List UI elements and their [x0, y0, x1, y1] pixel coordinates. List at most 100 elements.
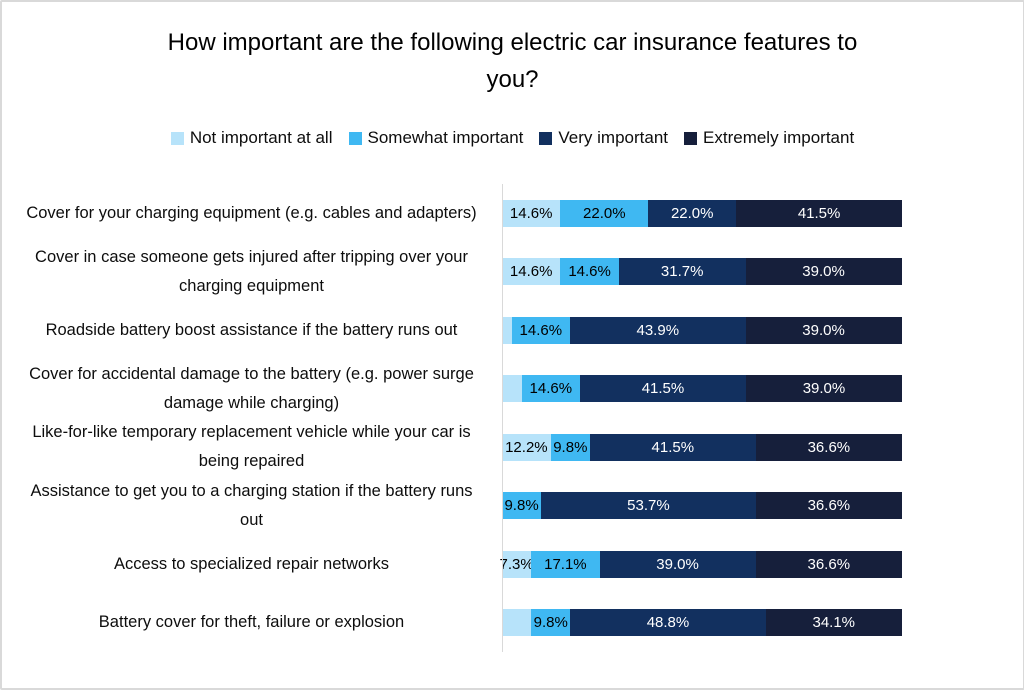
bar-value-label: 9.8% [533, 614, 568, 632]
bar-value-label: 41.5% [641, 380, 685, 398]
bar-segment: 36.6% [755, 433, 902, 461]
bar-segment [502, 375, 522, 403]
bar-value-label: 22.0% [670, 204, 714, 222]
bar-segment: 14.6% [560, 258, 619, 286]
bar-value-label: 41.5% [797, 204, 841, 222]
bar-value-label: 31.7% [660, 263, 704, 281]
bar-value-label: 53.7% [627, 497, 670, 515]
legend-swatch-icon [170, 131, 184, 145]
bar-segment: 39.0% [745, 316, 902, 344]
category-label: Access to specialized repair networks [113, 554, 390, 573]
bar-track: 14.6% 43.9% 39.0% [502, 316, 902, 344]
bar-segment: 31.7% [618, 258, 746, 286]
bar-value-label: 7.3% [499, 555, 534, 573]
category-label: Roadside battery boost assistance if the… [45, 320, 458, 339]
bar-segment: 7.3% [499, 550, 534, 578]
legend-item: Very important [539, 128, 668, 148]
bar-track: 9.8% 53.7% 36.6% [502, 492, 902, 520]
legend-label: Not important at all [189, 128, 333, 147]
plot-area: Cover for your charging equipment (e.g. … [2, 184, 1023, 652]
bar-segment: 36.6% [755, 550, 902, 578]
bar-value-label: 14.6% [529, 380, 573, 398]
bar-segment: 9.8% [550, 433, 590, 461]
category-label: Battery cover for theft, failure or expl… [98, 613, 405, 632]
bar-value-label: 43.9% [636, 321, 680, 339]
bar-value-label: 14.6% [519, 321, 563, 339]
bar-segment: 53.7% [541, 492, 756, 520]
bar-segment: 12.2% [502, 433, 551, 461]
bar-value-label: 36.6% [807, 497, 851, 515]
bar-segment: 14.6% [502, 199, 561, 227]
bar-track: 14.6% 22.0% 22.0% 41.5% [502, 199, 903, 227]
bar-value-label: 41.5% [651, 438, 695, 456]
bar-value-label: 39.0% [802, 321, 845, 339]
bar-segment: 14.6% [521, 375, 580, 403]
bar-segment: 41.5% [589, 433, 756, 461]
bar-value-label: 22.0% [583, 204, 626, 222]
bar-value-label: 14.6% [568, 263, 611, 281]
legend-swatch-icon [539, 131, 553, 145]
chart-row: Access to specialized repair networks 7.3… [2, 535, 1023, 594]
bar-segment: 39.0% [599, 550, 756, 578]
bar-segment: 39.0% [745, 258, 902, 286]
chart-row: Assistance to get you to a charging stat… [2, 477, 1023, 536]
bar-segment: 43.9% [569, 316, 746, 344]
bar-segment: 41.5% [579, 375, 746, 403]
bar-value-label: 9.8% [553, 438, 588, 456]
bar-segment: 22.0% [560, 199, 649, 227]
bar-segment [502, 609, 532, 637]
chart-row: Roadside battery boost assistance if the… [2, 301, 1023, 360]
bar-track: 14.6% 14.6% 31.7% 39.0% [502, 258, 902, 286]
bar-value-label: 34.1% [812, 614, 856, 632]
bar-segment: 36.6% [755, 492, 902, 520]
legend: Not important at all Somewhat important Ve… [2, 128, 1023, 148]
legend-label: Somewhat important [367, 128, 524, 147]
category-label: Cover for your charging equipment (e.g. … [26, 203, 477, 222]
legend-swatch-icon [684, 131, 698, 145]
bar-segment: 39.0% [745, 375, 902, 403]
bar-segment: 14.6% [511, 316, 570, 344]
bar-value-label: 12.2% [505, 438, 548, 456]
bar-segment: 48.8% [570, 609, 766, 637]
legend-swatch-icon [348, 131, 362, 145]
y-axis-line [502, 184, 503, 652]
legend-item: Not important at all [170, 128, 333, 148]
chart-title: How important are the following electric… [167, 29, 858, 93]
bar-value-label: 17.1% [544, 555, 587, 573]
bar-segment: 9.8% [531, 609, 571, 637]
bar-value-label: 14.6% [509, 204, 553, 222]
bar-value-label: 9.8% [504, 497, 539, 515]
bar-segment [502, 316, 512, 344]
category-label: Cover for accidental damage to the batte… [29, 364, 474, 412]
legend-label: Very important [558, 128, 669, 147]
bar-value-label: 39.0% [802, 263, 845, 281]
bar-track: 14.6% 41.5% 39.0% [502, 375, 902, 403]
chart-row: Cover in case someone gets injured after… [2, 243, 1023, 302]
bar-segment: 14.6% [502, 258, 561, 286]
bar-value-label: 39.0% [802, 380, 846, 398]
legend-item: Extremely important [684, 128, 854, 148]
bar-value-label: 39.0% [656, 555, 699, 573]
bar-segment: 22.0% [648, 199, 737, 227]
bar-track: 7.3% 17.1% 39.0% 36.6% [499, 550, 902, 578]
bar-segment: 17.1% [531, 550, 600, 578]
chart-row: Cover for accidental damage to the batte… [2, 360, 1023, 419]
bar-value-label: 36.6% [807, 555, 851, 573]
chart-row: Cover for your charging equipment (e.g. … [2, 184, 1023, 243]
bar-track: 9.8% 48.8% 34.1% [502, 609, 902, 637]
category-label: Cover in case someone gets injured after… [35, 247, 468, 295]
bar-value-label: 14.6% [509, 263, 553, 281]
bar-value-label: 48.8% [646, 614, 690, 632]
bar-segment: 9.8% [502, 492, 542, 520]
legend-label: Extremely important [703, 128, 855, 147]
bar-segment: 34.1% [765, 609, 902, 637]
bar-segment: 41.5% [736, 199, 903, 227]
category-label: Like-for-like temporary replacement vehi… [32, 423, 471, 471]
chart-row: Battery cover for theft, failure or expl… [2, 594, 1023, 653]
legend-item: Somewhat important [348, 128, 524, 148]
bar-track: 12.2% 9.8% 41.5% 36.6% [502, 433, 902, 461]
bar-value-label: 36.6% [807, 438, 851, 456]
chart-row: Like-for-like temporary replacement vehi… [2, 418, 1023, 477]
category-label: Assistance to get you to a charging stat… [30, 481, 473, 529]
